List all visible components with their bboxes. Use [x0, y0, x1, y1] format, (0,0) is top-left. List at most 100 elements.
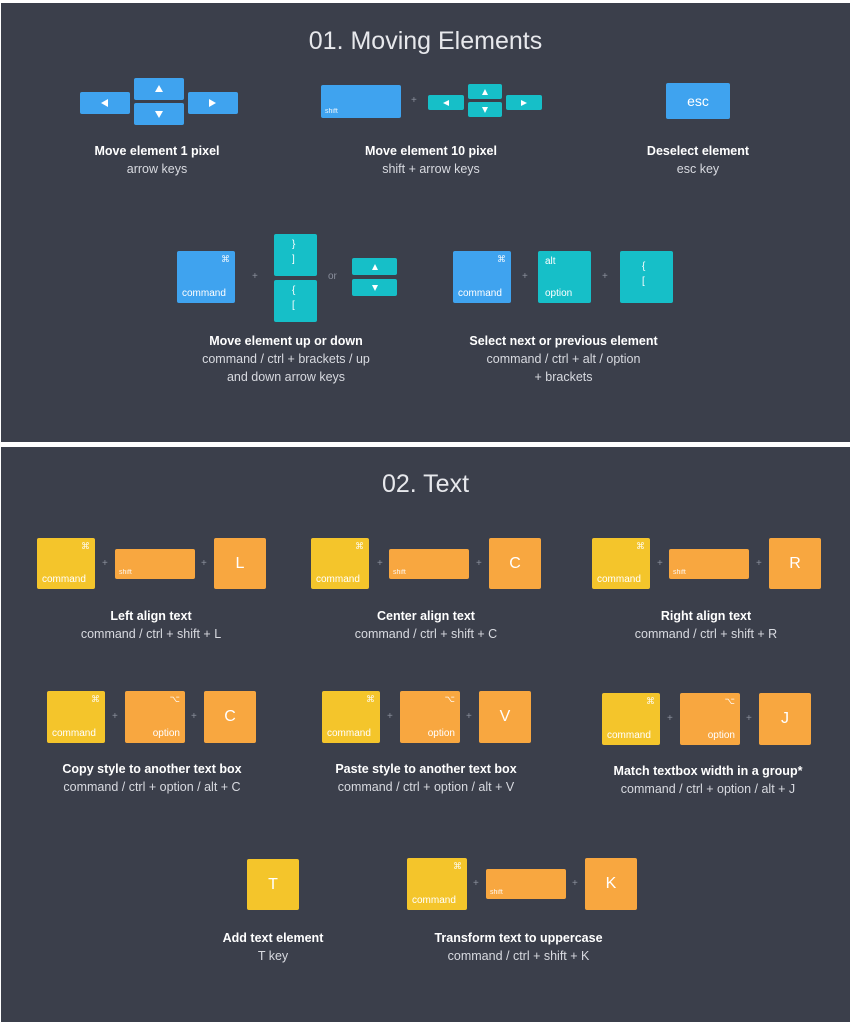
caption-heading: Match textbox width in a group* — [613, 764, 803, 778]
caption: Paste style to another text box command … — [305, 760, 547, 796]
arrow-down-key — [134, 103, 184, 125]
key-label: K — [605, 875, 617, 892]
plus-sign: + — [522, 271, 528, 282]
key-label: V — [499, 708, 511, 725]
arrow-left-icon — [80, 92, 130, 114]
plus-sign: + — [466, 711, 472, 722]
plus-sign: + — [252, 271, 258, 282]
caption: Center align text command / ctrl + shift… — [326, 607, 526, 643]
key-label: command — [327, 728, 371, 739]
caption: Left align text command / ctrl + shift +… — [51, 607, 251, 643]
arrow-right-icon — [506, 95, 542, 110]
arrow-down-icon — [352, 279, 397, 296]
arrow-down-key — [352, 279, 397, 296]
command-icon: ⌘ — [366, 694, 375, 704]
section-moving-elements: 01. Moving Elements Move element 1 pixel… — [1, 3, 850, 442]
option-key: ⌥ option — [680, 693, 740, 745]
key-label: option — [152, 728, 180, 739]
key-label: command — [412, 895, 456, 906]
key-label: } — [292, 239, 296, 250]
command-key: ⌘ command — [177, 251, 235, 303]
caption-desc: command / ctrl + option / alt + V — [337, 780, 515, 794]
key-label: C — [224, 708, 236, 725]
arrow-right-key — [506, 95, 542, 110]
section-text: 02. Text ⌘ command + shift + L Left alig… — [1, 447, 850, 1022]
key-label: command — [607, 730, 651, 741]
c-key: C — [489, 538, 541, 589]
key-label: command — [597, 574, 641, 585]
plus-sign: + — [746, 713, 752, 724]
shift-key: shift — [321, 85, 401, 118]
plus-sign: + — [667, 713, 673, 724]
plus-sign: + — [602, 271, 608, 282]
command-key: ⌘ command — [311, 538, 369, 589]
caption-heading: Right align text — [660, 609, 752, 623]
key-label: esc — [687, 93, 709, 109]
command-icon: ⌘ — [636, 541, 645, 551]
caption-desc: arrow keys — [126, 162, 188, 176]
option-icon: ⌥ — [444, 694, 455, 704]
key-label: shift — [673, 569, 686, 576]
caption-desc: shift + arrow keys — [382, 162, 480, 176]
key-label: [ — [642, 276, 645, 287]
caption-heading: Transform text to uppercase — [434, 931, 603, 945]
key-label: L — [235, 554, 245, 572]
caption-heading: Deselect element — [646, 144, 750, 158]
key-label: J — [781, 710, 789, 727]
caption: Transform text to uppercase command / ct… — [401, 929, 636, 965]
caption-heading: Center align text — [377, 609, 475, 623]
option-icon: ⌥ — [169, 694, 180, 704]
shift-key: shift — [115, 549, 195, 579]
l-key: L — [214, 538, 266, 589]
option-key: ⌥ option — [400, 691, 460, 743]
plus-sign: + — [411, 95, 417, 106]
key-label: option — [545, 288, 573, 299]
plus-sign: + — [756, 558, 762, 569]
key-label: { — [292, 285, 296, 296]
caption: Deselect element esc key — [598, 142, 798, 178]
command-icon: ⌘ — [91, 694, 100, 704]
or-label: or — [328, 271, 337, 282]
key-label: command — [458, 288, 502, 299]
c-key: C — [204, 691, 256, 743]
caption: Move element up or down command / ctrl +… — [171, 332, 401, 386]
caption-heading: Move element 10 pixel — [364, 144, 497, 158]
command-icon: ⌘ — [453, 861, 462, 871]
arrow-up-icon — [468, 84, 502, 99]
shift-key: shift — [486, 869, 566, 899]
caption-heading: Move element up or down — [209, 334, 363, 348]
key-label: shift — [393, 569, 406, 576]
shift-key: shift — [669, 549, 749, 579]
bracket-open-key: { [ — [620, 251, 673, 303]
key-label: T — [268, 875, 278, 893]
key-label: option — [427, 728, 455, 739]
caption-heading: Move element 1 pixel — [94, 144, 220, 158]
caption: Right align text command / ctrl + shift … — [606, 607, 806, 643]
caption-desc: command / ctrl + brackets / up — [202, 352, 370, 366]
caption: Copy style to another text box command /… — [31, 760, 273, 796]
caption-heading: Left align text — [110, 609, 192, 623]
plus-sign: + — [201, 558, 207, 569]
r-key: R — [769, 538, 821, 589]
command-icon: ⌘ — [81, 541, 90, 551]
key-label: shift — [119, 569, 132, 576]
shift-key: shift — [389, 549, 469, 579]
caption-heading: Add text element — [222, 931, 324, 945]
command-key: ⌘ command — [47, 691, 105, 743]
key-label: command — [182, 288, 226, 299]
caption-desc: command / ctrl + shift + L — [80, 627, 222, 641]
command-icon: ⌘ — [497, 254, 506, 264]
caption-desc: esc key — [676, 162, 720, 176]
caption-heading: Select next or previous element — [469, 334, 658, 348]
command-key: ⌘ command — [602, 693, 660, 745]
plus-sign: + — [476, 558, 482, 569]
caption-desc: command / ctrl + shift + C — [354, 627, 498, 641]
caption-desc: command / ctrl + shift + R — [634, 627, 778, 641]
bracket-close-key: } ] — [274, 234, 317, 276]
caption-desc: command / ctrl + option / alt + J — [620, 782, 796, 796]
caption-desc: T key — [257, 949, 289, 963]
j-key: J — [759, 693, 811, 745]
section-title: 01. Moving Elements — [308, 27, 543, 55]
arrow-right-icon — [188, 92, 238, 114]
alt-option-key: alt option — [538, 251, 591, 303]
